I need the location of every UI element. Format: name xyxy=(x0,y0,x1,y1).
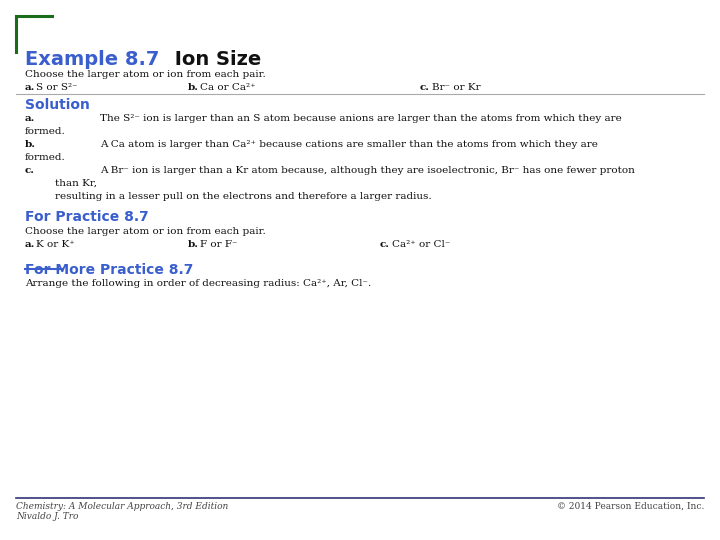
Text: resulting in a lesser pull on the electrons and therefore a larger radius.: resulting in a lesser pull on the electr… xyxy=(55,192,431,201)
Text: Arrange the following in order of decreasing radius: Ca²⁺, Ar, Cl⁻.: Arrange the following in order of decrea… xyxy=(25,279,372,288)
Text: a.: a. xyxy=(25,240,35,249)
Text: Choose the larger atom or ion from each pair.: Choose the larger atom or ion from each … xyxy=(25,227,266,236)
Text: a.: a. xyxy=(25,83,35,92)
Text: Nivaldo J. Tro: Nivaldo J. Tro xyxy=(16,512,78,521)
Text: Chemistry: A Molecular Approach, 3rd Edition: Chemistry: A Molecular Approach, 3rd Edi… xyxy=(16,502,228,511)
Text: Example 8.7: Example 8.7 xyxy=(25,50,159,69)
Text: A Ca atom is larger than Ca²⁺ because cations are smaller than the atoms from wh: A Ca atom is larger than Ca²⁺ because ca… xyxy=(100,140,598,149)
Text: © 2014 Pearson Education, Inc.: © 2014 Pearson Education, Inc. xyxy=(557,502,704,511)
Text: Solution: Solution xyxy=(25,98,90,112)
Text: The S²⁻ ion is larger than an S atom because anions are larger than the atoms fr: The S²⁻ ion is larger than an S atom bec… xyxy=(100,114,622,123)
Text: than Kr,: than Kr, xyxy=(55,179,97,188)
Text: c.: c. xyxy=(25,166,35,175)
Text: A Br⁻ ion is larger than a Kr atom because, although they are isoelectronic, Br⁻: A Br⁻ ion is larger than a Kr atom becau… xyxy=(100,166,635,175)
Text: Ca²⁺ or Cl⁻: Ca²⁺ or Cl⁻ xyxy=(392,240,451,249)
Text: c.: c. xyxy=(380,240,390,249)
Text: Choose the larger atom or ion from each pair.: Choose the larger atom or ion from each … xyxy=(25,70,266,79)
Text: b.: b. xyxy=(188,240,199,249)
Text: Ca or Ca²⁺: Ca or Ca²⁺ xyxy=(200,83,256,92)
Text: F or F⁻: F or F⁻ xyxy=(200,240,238,249)
Text: formed.: formed. xyxy=(25,127,66,136)
Text: Br⁻ or Kr: Br⁻ or Kr xyxy=(432,83,481,92)
Text: b.: b. xyxy=(25,140,36,149)
Text: formed.: formed. xyxy=(25,153,66,162)
Text: a.: a. xyxy=(25,114,35,123)
Text: For More Practice 8.7: For More Practice 8.7 xyxy=(25,263,194,277)
Text: For Practice 8.7: For Practice 8.7 xyxy=(25,210,149,224)
Text: S or S²⁻: S or S²⁻ xyxy=(36,83,78,92)
Text: K or K⁺: K or K⁺ xyxy=(36,240,75,249)
Text: b.: b. xyxy=(188,83,199,92)
Text: Ion Size: Ion Size xyxy=(168,50,261,69)
Text: c.: c. xyxy=(420,83,430,92)
